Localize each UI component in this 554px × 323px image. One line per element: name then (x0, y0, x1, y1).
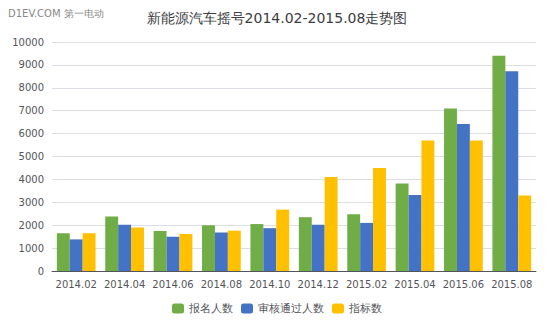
svg-text:1000: 1000 (19, 243, 44, 254)
svg-text:2014.12: 2014.12 (298, 279, 339, 290)
svg-text:新能源汽车摇号2014.02-2015.08走势图: 新能源汽车摇号2014.02-2015.08走势图 (147, 10, 408, 26)
svg-text:D1EV.COM 第一电动: D1EV.COM 第一电动 (8, 8, 104, 19)
svg-text:0: 0 (38, 266, 44, 277)
svg-text:指标数: 指标数 (348, 302, 382, 315)
svg-text:2015.04: 2015.04 (394, 279, 435, 290)
svg-text:3000: 3000 (19, 197, 44, 208)
svg-text:4000: 4000 (19, 174, 44, 185)
svg-text:7000: 7000 (19, 105, 44, 116)
svg-text:2014.02: 2014.02 (56, 279, 97, 290)
svg-text:2014.04: 2014.04 (104, 279, 145, 290)
svg-text:2015.06: 2015.06 (443, 279, 484, 290)
svg-text:6000: 6000 (19, 128, 44, 139)
svg-text:2015.02: 2015.02 (346, 279, 387, 290)
svg-text:2014.10: 2014.10 (249, 279, 290, 290)
svg-text:8000: 8000 (19, 82, 44, 93)
svg-text:2015.08: 2015.08 (491, 279, 532, 290)
svg-text:9000: 9000 (19, 59, 44, 70)
svg-text:2000: 2000 (19, 220, 44, 231)
svg-text:5000: 5000 (19, 151, 44, 162)
svg-text:报名人数: 报名人数 (188, 302, 233, 315)
svg-text:2014.08: 2014.08 (201, 279, 242, 290)
svg-text:审核通过人数: 审核通过人数 (258, 302, 324, 315)
svg-text:2014.06: 2014.06 (152, 279, 193, 290)
svg-text:10000: 10000 (12, 37, 44, 48)
